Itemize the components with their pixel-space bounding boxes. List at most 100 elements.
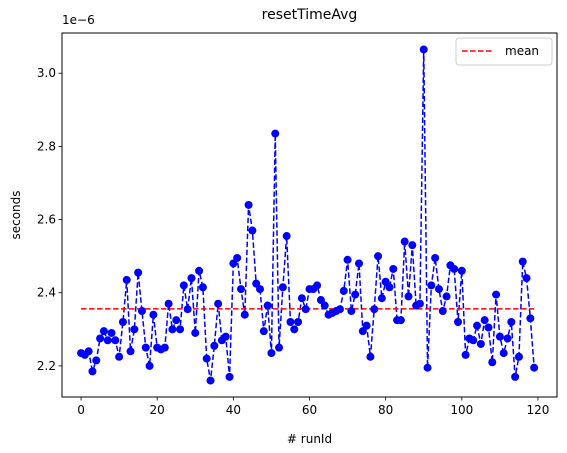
data-point: [103, 336, 112, 345]
data-point: [514, 352, 523, 361]
legend-box: [455, 37, 553, 66]
data-point: [141, 343, 150, 352]
data-point: [297, 294, 306, 303]
chart-title: resetTimeAvg: [262, 7, 358, 23]
data-point: [96, 334, 105, 343]
data-point: [107, 328, 116, 337]
data-point: [122, 275, 131, 284]
data-point: [168, 325, 177, 334]
data-point: [343, 255, 352, 264]
data-point: [427, 281, 436, 290]
data-point: [267, 349, 276, 358]
data-point: [176, 325, 185, 334]
data-point: [278, 283, 287, 292]
data-point: [275, 343, 284, 352]
data-point: [99, 327, 108, 336]
data-point: [134, 268, 143, 277]
data-point: [301, 305, 310, 314]
data-point: [118, 318, 127, 327]
data-point: [221, 332, 230, 341]
data-point: [457, 266, 466, 275]
data-point: [419, 45, 428, 54]
x-tick-label: 100: [450, 403, 473, 417]
data-point: [484, 323, 493, 332]
data-point: [476, 339, 485, 348]
data-point: [256, 285, 264, 294]
data-point: [461, 350, 470, 359]
data-point: [210, 341, 219, 350]
data-point: [431, 253, 440, 262]
y-offset-text: 1e−6: [62, 13, 95, 27]
data-point: [191, 328, 200, 337]
data-point: [271, 129, 280, 138]
data-point: [240, 310, 249, 319]
data-point: [374, 252, 383, 261]
data-point: [206, 376, 215, 385]
data-point: [526, 314, 535, 323]
data-point: [244, 200, 253, 209]
data-point: [115, 352, 124, 361]
data-point: [385, 283, 394, 292]
data-point: [195, 266, 204, 275]
data-point: [415, 299, 424, 308]
data-point: [84, 347, 93, 356]
x-tick-label: 80: [378, 403, 393, 417]
data-point: [202, 354, 211, 363]
series-layer: [77, 45, 539, 385]
data-point: [370, 305, 379, 314]
x-tick-label: 0: [77, 403, 85, 417]
data-point: [187, 274, 196, 283]
data-point: [214, 299, 223, 308]
data-point: [248, 226, 257, 235]
data-point: [495, 332, 504, 341]
x-tick-label: 20: [150, 403, 165, 417]
data-point: [286, 318, 295, 327]
data-point: [454, 318, 462, 327]
data-point: [362, 321, 371, 330]
data-point: [149, 310, 158, 319]
data-point: [88, 367, 97, 376]
data-point: [172, 316, 181, 325]
data-point: [145, 361, 154, 370]
data-point: [294, 318, 303, 327]
data-point: [92, 356, 101, 365]
data-point: [400, 237, 409, 246]
y-tick-label: 2.2: [37, 359, 56, 373]
data-point: [198, 283, 207, 292]
data-point: [160, 343, 169, 352]
data-point: [438, 307, 447, 316]
data-point: [225, 372, 234, 381]
data-point: [335, 305, 344, 314]
data-point: [480, 316, 489, 325]
data-point: [473, 321, 482, 330]
data-point: [450, 264, 459, 273]
data-point: [282, 232, 291, 241]
data-point: [404, 292, 413, 301]
x-axis-ticks: 0 20 40 60 80 100 120: [77, 397, 549, 417]
data-point: [259, 327, 268, 336]
data-point: [511, 372, 520, 381]
data-point: [499, 349, 508, 358]
data-point: [347, 307, 356, 316]
x-axis-label: # runId: [287, 432, 332, 446]
data-point: [492, 290, 501, 299]
data-point: [503, 334, 512, 343]
legend-entry-mean: mean: [505, 44, 539, 58]
data-point: [313, 281, 322, 290]
data-point: [111, 336, 120, 345]
data-point: [355, 259, 363, 268]
data-point: [518, 257, 527, 266]
data-point: [179, 281, 188, 290]
data-point: [233, 253, 242, 262]
data-point: [320, 301, 329, 310]
y-tick-label: 2.6: [37, 213, 56, 227]
data-point: [351, 290, 360, 299]
x-tick-label: 60: [302, 403, 317, 417]
data-point: [236, 285, 245, 294]
data-point: [164, 299, 173, 308]
data-point: [423, 363, 432, 372]
data-point: [183, 305, 192, 314]
y-tick-label: 3.0: [37, 66, 56, 80]
data-point: [137, 307, 146, 316]
